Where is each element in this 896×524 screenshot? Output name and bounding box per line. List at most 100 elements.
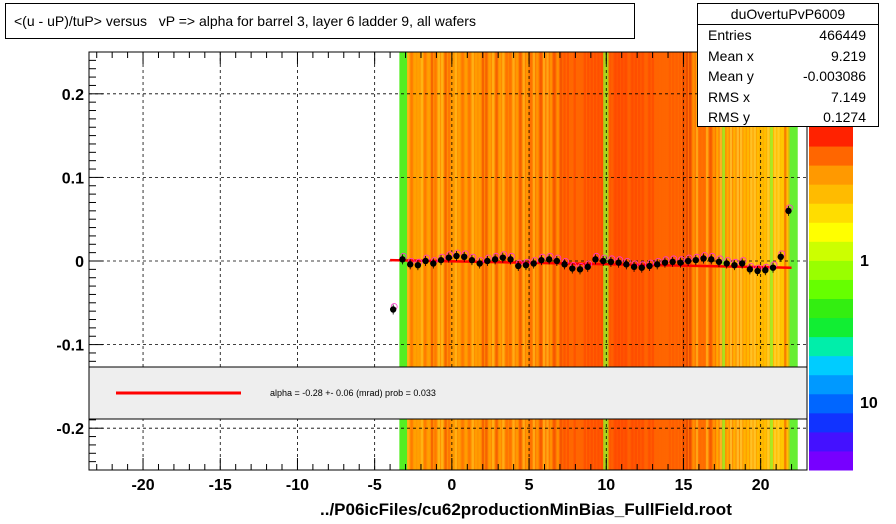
y-tick-label: 0	[75, 254, 84, 271]
footer-filename: ../P06icFiles/cu62productionMinBias_Full…	[320, 500, 732, 519]
palette-step	[809, 374, 853, 395]
x-tick-label: -20	[131, 477, 154, 494]
profile-point	[785, 207, 792, 215]
palette-step	[809, 241, 853, 261]
x-tick-label: 15	[675, 477, 693, 494]
profile-point	[414, 261, 422, 269]
profile-point	[623, 261, 630, 268]
palette-step	[809, 317, 853, 338]
profile-point	[445, 254, 452, 261]
profile-point	[389, 306, 397, 313]
heatmap-stripe	[559, 52, 563, 470]
profile-points	[389, 204, 793, 315]
stats-label: Entries	[708, 27, 752, 43]
profile-point	[684, 257, 692, 265]
y-tick-label: 0.2	[62, 87, 84, 104]
profile-point	[453, 252, 460, 260]
profile-point	[661, 259, 669, 266]
profile-point	[677, 259, 684, 266]
heatmap-stripe	[655, 52, 658, 470]
z-tick-labels: 1 10	[860, 253, 878, 412]
palette-step	[809, 260, 853, 280]
profile-point	[723, 260, 730, 267]
profile-point	[507, 256, 514, 263]
heatmap-stripe	[597, 52, 600, 470]
profile-point	[515, 262, 522, 270]
fit-line-segment	[390, 258, 792, 269]
heatmap-stripe	[763, 52, 767, 470]
palette-step	[809, 450, 853, 471]
heatmap-stripe	[638, 52, 641, 470]
palette-step	[809, 393, 853, 414]
heatmap-stripe	[576, 52, 580, 470]
profile-point	[422, 257, 429, 265]
profile-point	[399, 256, 406, 263]
heatmap-stripe	[614, 52, 617, 470]
profile-point	[769, 264, 777, 271]
profile-point	[615, 259, 622, 266]
heatmap-stripe	[512, 52, 515, 470]
profile-point	[430, 260, 437, 267]
profile-point	[738, 260, 746, 267]
y-tick-labels: 0.2 0.1 0 -0.1 -0.2	[56, 87, 84, 438]
heatmap-stripe	[590, 52, 593, 470]
palette-step	[809, 127, 853, 147]
palette-steps	[809, 127, 853, 471]
palette-step	[809, 336, 853, 357]
plot-title: <(u - uP)/tuP> versus vP => alpha for ba…	[5, 3, 635, 39]
profile-point	[654, 261, 661, 268]
profile-point	[584, 263, 591, 271]
stats-value: 7.149	[830, 88, 866, 105]
profile-point	[754, 267, 761, 275]
palette-step	[809, 431, 853, 452]
stats-value: 9.219	[830, 47, 866, 64]
heatmap-stripe	[573, 52, 576, 470]
y-tick-label: -0.1	[56, 338, 84, 355]
profile-point	[538, 256, 545, 264]
heatmap-stripe	[777, 52, 780, 470]
palette-step	[809, 279, 853, 299]
stats-label: Mean y	[708, 68, 754, 84]
palette-step	[809, 165, 853, 185]
heatmap-stripe	[787, 52, 790, 470]
profile-point	[484, 257, 491, 265]
stats-row-rms-x: RMS x 7.149	[698, 87, 878, 108]
heatmap-stripe	[675, 52, 678, 470]
stats-value: 466449	[819, 27, 866, 43]
profile-point	[553, 257, 561, 265]
profile-point	[692, 256, 700, 264]
profile-point	[561, 261, 568, 268]
profile-point	[708, 256, 715, 263]
x-tick-label: -15	[209, 477, 232, 494]
x-tick-labels: -20 -15 -10 -5 0 5 10 15 20	[131, 477, 769, 494]
heatmap-stripe	[644, 52, 648, 470]
profile-point	[530, 260, 537, 267]
stats-value: 0.1274	[823, 109, 866, 125]
stats-box: duOvertuPvP6009 Entries 466449 Mean x 9.…	[697, 3, 879, 127]
heatmap-green-stripe	[769, 52, 773, 470]
stats-row-mean-y: Mean y -0.003086	[698, 66, 878, 87]
heatmap-stripe	[753, 52, 756, 470]
heatmap-stripe	[505, 52, 508, 470]
profile-point	[646, 262, 653, 270]
heatmap-stripe	[631, 52, 634, 470]
palette-step	[809, 298, 853, 319]
stats-label: RMS x	[708, 88, 750, 105]
heatmap-stripe	[699, 52, 702, 470]
z-tick-label: 10	[860, 395, 878, 412]
x-tick-label: 0	[447, 477, 456, 494]
heatmap-stripe	[529, 52, 532, 470]
profile-point	[545, 256, 553, 263]
fit-line	[390, 258, 792, 269]
profile-point	[592, 256, 599, 263]
palette-step	[809, 184, 853, 204]
palette-step	[809, 203, 853, 223]
profile-point	[491, 256, 499, 263]
profile-point	[630, 263, 638, 271]
fit-legend-text: alpha = -0.28 +- 0.06 (mrad) prob = 0.03…	[270, 388, 436, 398]
profile-point	[576, 266, 584, 273]
heatmap-stripe	[519, 52, 522, 470]
palette-step	[809, 355, 853, 376]
profile-point	[461, 253, 468, 261]
profile-point	[731, 261, 738, 269]
